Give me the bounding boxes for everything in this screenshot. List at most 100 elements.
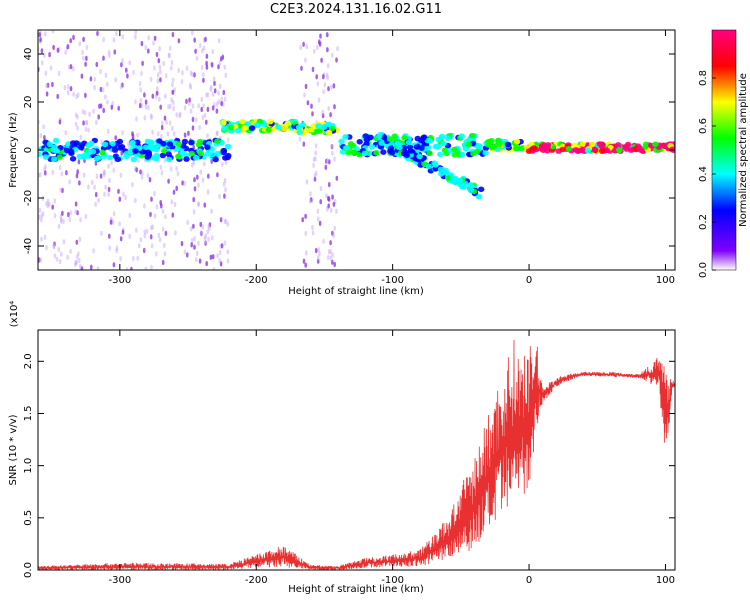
spectrogram-speckle	[191, 125, 195, 131]
spectrogram-speckle	[161, 226, 165, 232]
spectrogram-speckle	[311, 111, 314, 117]
snr-y-axis: 0.0 0.5 1.0 1.5 2.0	[23, 353, 675, 578]
spectrogram-speckle	[326, 157, 329, 163]
spectrogram-marks	[38, 30, 675, 270]
spectrogram-speckle	[192, 223, 195, 229]
spectrogram-speckle	[84, 213, 88, 220]
spectrogram-speckle	[85, 55, 88, 62]
spectrogram-band-mark	[637, 147, 645, 154]
spectrogram-band-mark	[451, 146, 458, 153]
spectrogram-speckle	[198, 258, 202, 264]
spectrogram-speckle	[75, 259, 78, 265]
spectrogram-speckle	[331, 252, 334, 258]
spectrogram-speckle	[224, 159, 228, 166]
spectrogram-speckle	[135, 167, 138, 173]
spectrogram-speckle	[191, 103, 195, 109]
spectrogram-speckle	[59, 218, 63, 224]
spectrogram-speckle	[302, 41, 305, 47]
spectrogram-speckle	[66, 84, 70, 90]
spectrogram-speckle	[134, 30, 138, 35]
spectrogram-band-mark	[154, 143, 161, 149]
spectrogram-speckle	[102, 107, 105, 114]
spectrogram-speckle	[178, 113, 182, 119]
spectrogram-speckle	[149, 234, 153, 240]
spectrogram-band-mark	[450, 177, 457, 183]
spectrogram-speckle	[102, 55, 105, 61]
spectrogram-band-mark	[386, 136, 394, 142]
snr-y-label: SNR (10 * v/v)	[8, 414, 19, 485]
spectrogram-speckle	[117, 105, 120, 111]
spectrogram-speckle	[217, 38, 221, 44]
colorbar-label: Normalized spectral amplitude	[738, 73, 749, 227]
spectrogram-speckle	[163, 157, 167, 163]
snr-x-tick-label: -200	[245, 575, 268, 586]
spectrogram-speckle	[102, 37, 105, 43]
spectrogram-speckle	[177, 38, 181, 44]
spectrogram-speckle	[64, 49, 67, 55]
spectrogram-band-mark	[596, 141, 604, 147]
spectrogram-speckle	[107, 128, 110, 135]
spectrogram-band-mark	[42, 154, 49, 160]
spectrogram-speckle	[186, 219, 189, 226]
spectrogram-band-mark	[166, 141, 173, 147]
spectrogram-band-mark	[458, 133, 465, 139]
spectrogram-band-mark	[166, 156, 173, 163]
spectrogram-band-mark	[89, 148, 97, 155]
spectrogram-speckle	[114, 135, 117, 141]
spectrogram-speckle	[94, 201, 97, 207]
spectrogram-speckle	[60, 171, 64, 177]
spectrogram-y-axis: -40 -20 0 20 40	[23, 48, 675, 254]
spectrogram-x-axis: -300 -200 -100 0 100	[108, 30, 675, 286]
spectrogram-band-mark	[442, 170, 450, 176]
spectrogram-speckle	[200, 96, 203, 103]
spectrogram-speckle	[215, 101, 219, 107]
spectrogram-speckle	[40, 48, 44, 54]
spectrogram-band-mark	[165, 151, 172, 157]
spectrogram-band-mark	[148, 140, 155, 147]
spectrogram-speckle	[161, 120, 164, 126]
spectrogram-speckle	[304, 57, 307, 63]
spectrogram-speckle	[157, 131, 160, 137]
spectrogram-speckle	[97, 114, 100, 120]
spectrogram-speckle	[82, 120, 85, 126]
spectrogram-band-mark	[118, 144, 126, 150]
spectrogram-speckle	[195, 257, 198, 263]
spectrogram-speckle	[40, 236, 43, 242]
spectrogram-speckle	[76, 125, 79, 131]
spectrogram-speckle	[147, 35, 150, 41]
spectrogram-y-tick-label: -40	[23, 238, 34, 254]
spectrogram-speckle	[117, 188, 120, 194]
spectrogram-band-mark	[130, 156, 137, 163]
spectrogram-band-mark	[496, 141, 503, 147]
spectrogram-speckle	[201, 224, 205, 230]
spectrogram-band-mark	[387, 145, 395, 152]
spectrogram-speckle	[329, 255, 333, 261]
spectrogram-speckle	[167, 178, 170, 184]
spectrogram-speckle	[220, 56, 223, 62]
spectrogram-speckle	[206, 106, 210, 112]
spectrogram-speckle	[121, 229, 125, 235]
spectrogram-band-mark	[380, 149, 387, 155]
spectrogram-speckle	[149, 76, 153, 82]
spectrogram-speckle	[193, 186, 197, 192]
spectrogram-speckle	[64, 130, 67, 136]
spectrogram-speckle	[218, 83, 222, 89]
spectrogram-speckle	[51, 204, 54, 210]
spectrogram-band-mark	[308, 127, 316, 133]
spectrogram-speckle	[78, 236, 82, 242]
spectrogram-speckle	[159, 164, 163, 170]
spectrogram-speckle	[222, 89, 226, 96]
spectrogram-band-mark	[214, 150, 221, 157]
spectrogram-speckle	[215, 130, 219, 136]
spectrogram-band-mark	[363, 137, 371, 143]
spectrogram-speckle	[151, 224, 154, 230]
spectrogram-band-mark	[239, 118, 246, 125]
spectrogram-speckle	[322, 74, 325, 80]
spectrogram-speckle	[121, 58, 124, 64]
spectrogram-band-mark	[540, 147, 547, 153]
spectrogram-speckle	[195, 250, 199, 256]
spectrogram-speckle	[327, 195, 330, 201]
spectrogram-speckle	[201, 177, 205, 183]
spectrogram-speckle	[327, 254, 330, 260]
spectrogram-band-mark	[227, 124, 235, 131]
